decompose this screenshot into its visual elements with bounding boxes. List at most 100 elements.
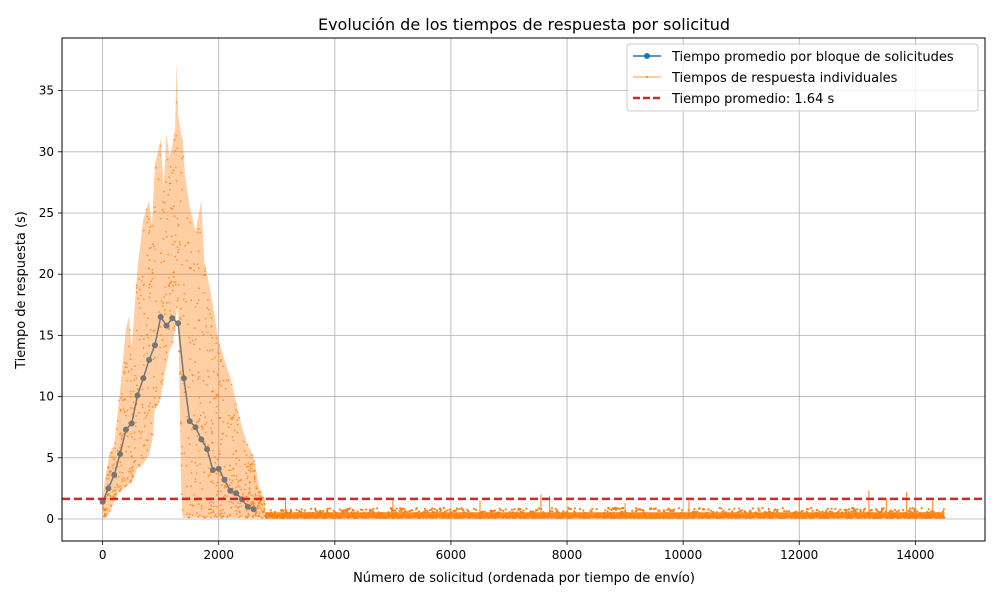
individual-response-point (238, 510, 241, 513)
individual-response-point (181, 373, 184, 376)
individual-response-point (167, 253, 170, 256)
individual-response-point (121, 434, 123, 437)
individual-response-point (210, 316, 213, 319)
individual-response-point (654, 507, 657, 510)
individual-response-point (431, 507, 434, 510)
individual-response-point (216, 458, 219, 461)
individual-response-point (175, 134, 178, 137)
individual-response-point (252, 495, 254, 497)
average-response-point (250, 506, 257, 513)
individual-response-point (171, 289, 174, 292)
individual-response-point (115, 461, 118, 463)
individual-response-point (319, 509, 322, 512)
individual-response-point (197, 267, 200, 270)
individual-response-point (160, 261, 163, 264)
individual-response-point (490, 509, 493, 512)
individual-response-point (140, 454, 143, 457)
individual-response-point (146, 412, 149, 415)
individual-response-point (151, 269, 154, 272)
individual-response-point (709, 509, 713, 512)
individual-response-point (255, 487, 258, 490)
individual-response-point (168, 182, 171, 185)
individual-response-point (253, 476, 256, 479)
individual-response-point (702, 508, 705, 511)
individual-response-point (295, 508, 298, 511)
individual-response-point (110, 505, 113, 507)
individual-response-point (172, 205, 175, 208)
individual-response-point (208, 508, 210, 511)
individual-response-point (568, 508, 571, 511)
individual-response-point (859, 508, 862, 511)
individual-response-point (259, 502, 262, 505)
individual-response-point (212, 370, 215, 373)
x-tick-label: 14000 (896, 548, 934, 562)
individual-response-point (189, 341, 192, 344)
individual-response-point (132, 401, 135, 404)
individual-response-point (143, 283, 146, 286)
individual-response-point (210, 480, 213, 483)
individual-response-point (621, 510, 624, 513)
individual-response-point (920, 507, 923, 510)
individual-response-point (197, 503, 200, 506)
individual-response-point (863, 508, 866, 511)
individual-response-point (158, 397, 161, 399)
individual-response-point (138, 278, 141, 280)
individual-response-point (210, 419, 213, 422)
individual-response-point (635, 507, 638, 510)
individual-response-point (218, 353, 221, 355)
individual-response-point (218, 453, 221, 455)
plot-area (62, 61, 985, 519)
individual-response-point (246, 443, 249, 446)
individual-response-point (536, 508, 539, 512)
individual-response-point (147, 387, 149, 389)
average-response-point (192, 424, 199, 431)
y-axis-label: Tiempo de respuesta (s) (14, 211, 29, 370)
individual-response-point (199, 402, 202, 404)
individual-response-point (121, 480, 124, 483)
individual-response-point (236, 502, 239, 504)
individual-response-point (834, 507, 837, 511)
individual-response-point (237, 481, 240, 483)
individual-response-point (228, 414, 231, 417)
individual-response-point (190, 299, 193, 302)
individual-response-point (167, 276, 170, 279)
individual-response-point (269, 509, 272, 512)
individual-response-point (120, 437, 123, 440)
individual-response-point (118, 490, 121, 493)
individual-response-point (604, 509, 607, 512)
individual-response-point (177, 297, 179, 300)
individual-response-point (102, 505, 104, 508)
individual-response-point (151, 405, 154, 408)
individual-response-point (146, 439, 149, 442)
individual-response-point (178, 241, 181, 244)
individual-response-point (170, 207, 173, 210)
individual-response-point (226, 495, 228, 497)
individual-response-point (142, 229, 145, 232)
x-axis-label: Número de solicitud (ordenada por tiempo… (353, 571, 695, 586)
individual-response-point (176, 306, 178, 308)
individual-response-point (217, 351, 220, 353)
individual-response-point (172, 169, 175, 172)
individual-response-point (191, 373, 194, 376)
individual-response-point (116, 449, 119, 452)
individual-response-point (147, 232, 150, 235)
individual-response-point (245, 495, 248, 498)
individual-response-point (698, 507, 701, 510)
individual-response-point (107, 477, 110, 480)
individual-response-point (218, 450, 221, 453)
individual-response-point (130, 393, 132, 395)
individual-response-point (230, 383, 233, 386)
individual-response-point (219, 509, 222, 512)
individual-response-point (197, 420, 200, 423)
legend-label-average: Tiempo promedio por bloque de solicitude… (671, 50, 954, 65)
individual-response-point (634, 509, 638, 513)
individual-response-point (191, 514, 194, 516)
individual-response-point (255, 485, 258, 488)
individual-response-point (135, 415, 138, 417)
individual-response-point (251, 500, 254, 503)
individual-response-point (235, 474, 238, 477)
individual-response-point (874, 508, 878, 511)
individual-response-point (751, 507, 755, 510)
individual-response-point (229, 464, 231, 467)
individual-response-point (669, 510, 672, 513)
